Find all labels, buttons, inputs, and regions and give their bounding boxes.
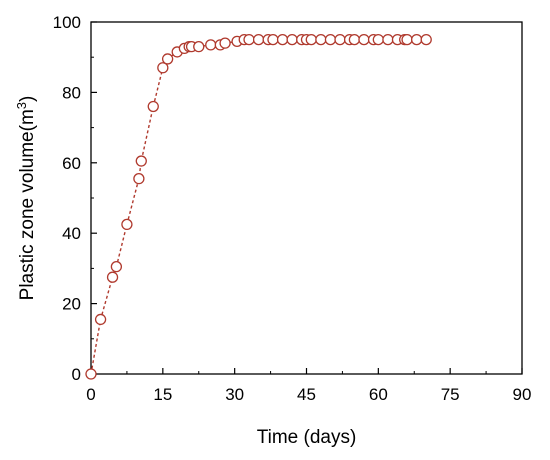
x-axis-title: Time (days) <box>257 427 357 448</box>
tick-labels: 0 15 30 45 60 75 90 0 20 40 60 80 100 <box>53 13 532 404</box>
data-point <box>205 39 217 51</box>
data-point <box>147 100 159 113</box>
x-tick-label: 15 <box>153 385 172 404</box>
data-point <box>193 40 205 53</box>
y-tick-label: 20 <box>62 295 81 314</box>
data-point <box>135 155 147 167</box>
y-tick-label: 40 <box>62 224 81 243</box>
data-point <box>161 53 174 65</box>
data-point <box>305 33 317 46</box>
data-point <box>401 33 413 46</box>
y-tick-label: 80 <box>62 83 81 102</box>
x-tick-label: 45 <box>297 385 316 404</box>
y-axis-title-superscript: 3 <box>14 102 29 109</box>
y-tick-label: 0 <box>72 365 81 384</box>
data-points <box>85 33 432 380</box>
series-line <box>90 38 427 375</box>
data-point <box>334 33 346 46</box>
data-point <box>94 313 107 326</box>
data-point <box>348 33 361 46</box>
data-point <box>243 33 255 46</box>
data-point <box>358 33 370 46</box>
y-axis-title-main: Plastic zone volume(m <box>17 109 38 300</box>
data-point <box>133 172 145 185</box>
data-point <box>324 33 337 46</box>
data-point <box>420 33 432 46</box>
x-tick-label: 75 <box>441 385 460 404</box>
y-axis-title: Plastic zone volume(m3) <box>14 96 38 301</box>
y-axis-title-close: ) <box>17 96 38 102</box>
data-point <box>382 33 394 46</box>
data-point <box>121 218 133 231</box>
data-point <box>276 33 289 46</box>
data-point <box>410 33 423 46</box>
plot-frame <box>90 21 523 375</box>
data-point <box>219 37 231 49</box>
series-dashed-line <box>90 38 427 375</box>
data-point <box>157 62 169 74</box>
data-point <box>267 33 279 46</box>
x-tick-label: 90 <box>513 385 532 404</box>
data-point <box>315 33 327 46</box>
x-tick-label: 0 <box>86 385 95 404</box>
data-point <box>286 33 298 46</box>
y-tick-label: 60 <box>62 154 81 173</box>
data-point <box>106 271 119 283</box>
data-point <box>110 260 123 273</box>
x-tick-label: 60 <box>369 385 388 404</box>
data-point <box>85 368 97 380</box>
data-point <box>372 33 384 46</box>
axes <box>90 21 523 375</box>
x-tick-label: 30 <box>225 385 244 404</box>
y-tick-label: 100 <box>53 13 81 32</box>
data-point <box>252 33 265 46</box>
